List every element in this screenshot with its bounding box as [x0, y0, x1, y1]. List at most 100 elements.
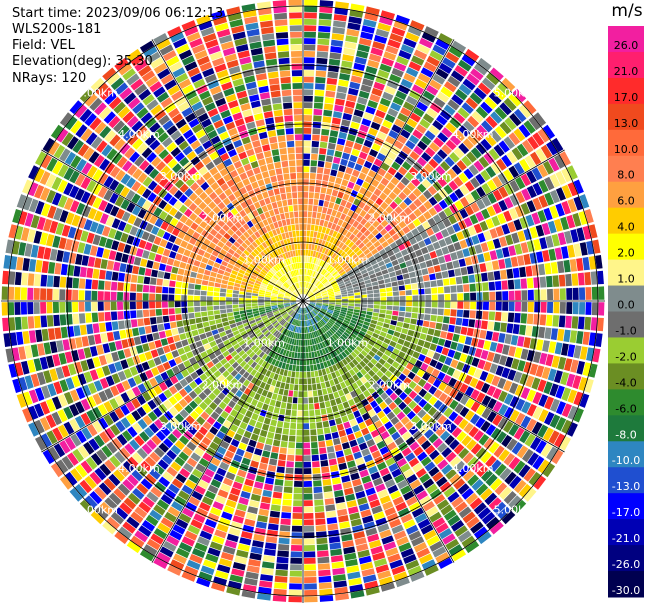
- range-gate: [415, 172, 425, 183]
- range-gate: [49, 341, 58, 354]
- range-gate: [238, 340, 246, 346]
- range-gate: [264, 542, 277, 550]
- range-gate: [84, 475, 97, 489]
- range-gate: [339, 313, 346, 317]
- range-gate: [273, 310, 279, 314]
- range-gate: [186, 243, 194, 251]
- range-gate: [120, 173, 131, 185]
- range-gate: [397, 280, 405, 286]
- range-gate: [433, 97, 446, 108]
- range-gate: [255, 317, 262, 322]
- range-gate: [320, 289, 327, 293]
- range-gate: [144, 268, 152, 277]
- range-gate: [300, 352, 303, 359]
- range-gate: [380, 297, 387, 301]
- range-gate: [271, 446, 280, 453]
- range-gate: [314, 330, 319, 337]
- range-gate: [336, 92, 347, 100]
- range-gate: [412, 351, 420, 359]
- range-gate: [285, 293, 291, 297]
- range-gate: [321, 180, 328, 188]
- range-gate: [317, 550, 329, 558]
- range-gate: [41, 385, 51, 399]
- range-gate: [181, 313, 189, 320]
- range-gate: [412, 375, 421, 384]
- range-gate: [304, 0, 318, 6]
- range-gate: [69, 418, 80, 432]
- range-gate: [384, 172, 393, 181]
- range-gate: [295, 455, 303, 462]
- range-gate: [187, 301, 194, 307]
- range-gate: [126, 73, 140, 86]
- range-gate: [319, 267, 324, 274]
- range-gate: [204, 224, 213, 233]
- range-gate: [289, 583, 302, 590]
- range-gate: [238, 269, 246, 275]
- range-gate: [244, 577, 258, 586]
- range-gate: [298, 397, 303, 404]
- range-gate: [293, 493, 303, 500]
- range-gate: [87, 207, 97, 220]
- range-gate: [222, 321, 230, 327]
- range-gate: [579, 346, 588, 360]
- range-gate: [297, 410, 303, 417]
- range-gate: [342, 301, 348, 304]
- range-gate: [297, 313, 300, 320]
- range-gate: [501, 280, 508, 290]
- range-gate: [376, 244, 384, 252]
- range-gate: [453, 443, 465, 455]
- range-gate: [308, 305, 313, 310]
- range-gate: [333, 287, 340, 291]
- range-gate: [251, 398, 258, 407]
- range-gate: [277, 316, 283, 322]
- range-gate: [355, 336, 362, 343]
- range-gate: [446, 423, 457, 434]
- range-gate: [313, 264, 317, 271]
- range-gate: [45, 173, 57, 188]
- range-gate: [166, 125, 178, 136]
- range-gate: [222, 396, 231, 405]
- range-gate: [319, 276, 325, 282]
- range-gate: [195, 317, 202, 324]
- range-gate: [69, 389, 80, 402]
- range-gate: [252, 454, 261, 462]
- range-gate: [247, 283, 254, 288]
- range-gate: [382, 119, 393, 129]
- range-gate: [334, 274, 341, 280]
- range-gate: [108, 341, 117, 352]
- range-gate: [162, 454, 173, 465]
- range-gate: [303, 448, 311, 455]
- range-gate: [227, 281, 235, 286]
- range-gate: [162, 471, 174, 482]
- range-gate: [199, 373, 208, 382]
- range-gate: [303, 166, 310, 173]
- range-gate: [331, 315, 338, 321]
- range-gate: [280, 518, 291, 526]
- range-gate: [578, 377, 588, 391]
- range-gate: [508, 346, 517, 357]
- range-gate: [322, 304, 329, 307]
- range-gate: [278, 333, 284, 340]
- range-gate: [232, 330, 240, 336]
- range-gate: [281, 311, 287, 316]
- range-gate: [266, 263, 273, 269]
- range-gate: [371, 450, 381, 459]
- range-gate: [494, 463, 507, 477]
- range-gate: [561, 200, 571, 215]
- range-gate: [578, 211, 588, 225]
- range-gate: [237, 324, 244, 330]
- range-gate: [311, 257, 315, 264]
- range-gate: [318, 369, 323, 377]
- range-gate: [517, 360, 526, 372]
- range-gate: [422, 221, 431, 230]
- range-gate: [376, 387, 385, 396]
- range-gate: [319, 219, 325, 226]
- range-gate: [514, 347, 523, 359]
- range-gate: [260, 335, 267, 342]
- range-gate: [258, 298, 264, 301]
- range-gate: [277, 280, 283, 286]
- range-gate: [252, 385, 259, 393]
- range-gate: [437, 221, 446, 231]
- range-gate: [321, 307, 328, 311]
- range-gate: [374, 329, 381, 335]
